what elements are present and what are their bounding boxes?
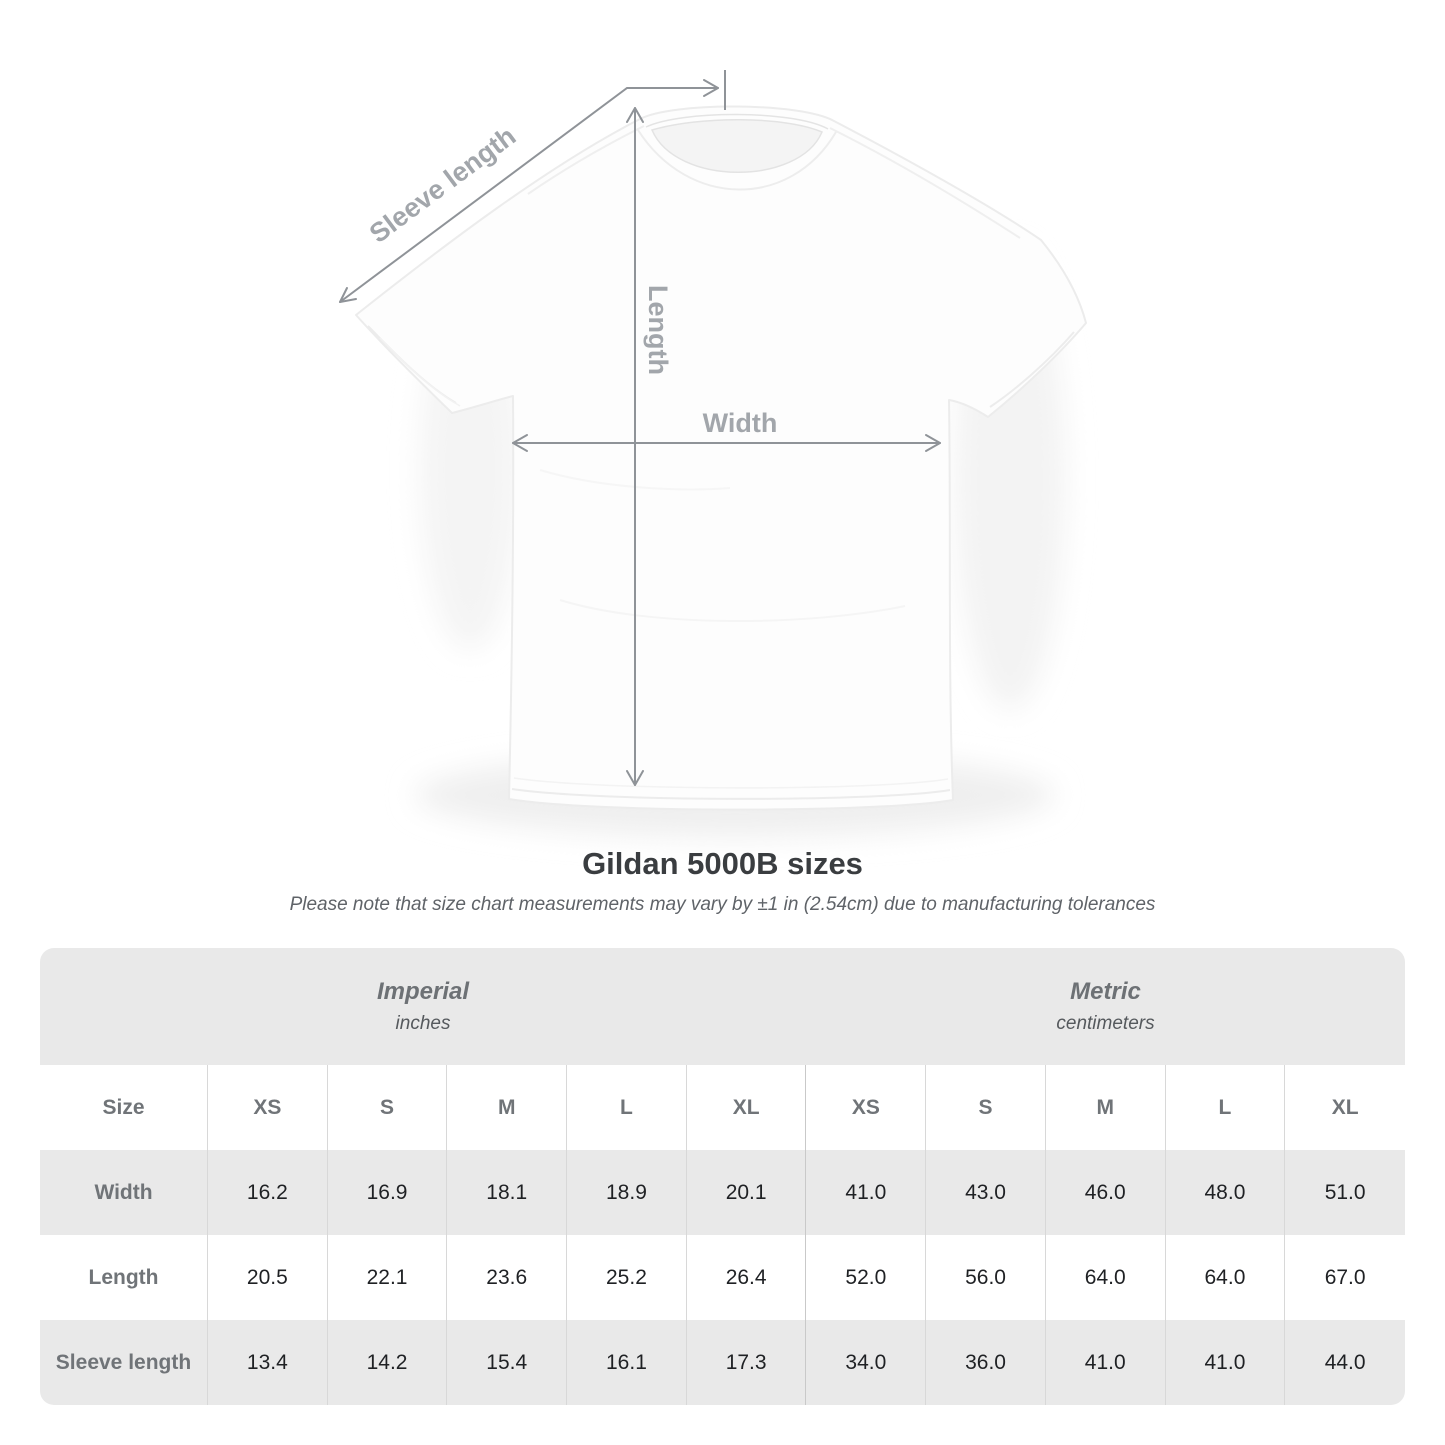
tshirt-graphic <box>355 105 1087 811</box>
table-cell: 56.0 <box>926 1235 1046 1320</box>
table-cell: 16.9 <box>328 1150 448 1235</box>
section-metric: Metric centimeters <box>806 948 1405 1065</box>
size-diagram: Sleeve length Length Width <box>339 70 1087 837</box>
table-cell: 41.0 <box>1046 1320 1166 1405</box>
table-cell: 34.0 <box>806 1320 927 1405</box>
table-cell: 44.0 <box>1324 1350 1366 1374</box>
table-cell: 52.0 <box>806 1235 927 1320</box>
width-label: Width <box>703 408 778 438</box>
section-imperial: Imperial inches <box>40 948 806 1065</box>
table-row-width: Width 16.2 16.9 18.1 18.9 20.1 41.0 43.0… <box>40 1150 1405 1235</box>
table-cell: 46.0 <box>1046 1150 1166 1235</box>
table-cell: 43.0 <box>926 1150 1046 1235</box>
table-cell: 41.0 <box>806 1150 927 1235</box>
table-cell: 20.5 <box>208 1235 328 1320</box>
size-table: Imperial inches Metric centimeters Size … <box>40 948 1405 1405</box>
table-cell: 48.0 <box>1166 1150 1286 1235</box>
col-header-metric-xs: XS <box>806 1065 927 1150</box>
table-row-sleeve-length: Sleeve length 13.4 14.2 15.4 16.1 17.3 3… <box>40 1320 1405 1405</box>
table-cell: 20.1 <box>687 1150 807 1235</box>
table-cell: 41.0 <box>1166 1320 1286 1405</box>
section-metric-label: Metric <box>1070 978 1141 1005</box>
table-cell: 16.1 <box>567 1320 687 1405</box>
col-header-metric-xl: XL <box>1331 1095 1359 1119</box>
col-header-imperial-xl: XL <box>687 1065 807 1150</box>
col-header-metric-l: L <box>1166 1065 1286 1150</box>
page-title: Gildan 5000B sizes <box>582 846 863 881</box>
table-cell: 14.2 <box>328 1320 448 1405</box>
table-row-length: Length 20.5 22.1 23.6 25.2 26.4 52.0 56.… <box>40 1235 1405 1320</box>
sleeve-length-arrow <box>339 79 719 303</box>
table-cell: 25.2 <box>567 1235 687 1320</box>
col-header-imperial-m: M <box>447 1065 568 1150</box>
table-unit-header: Imperial inches Metric centimeters <box>40 948 1405 1065</box>
collar-opening <box>650 119 823 173</box>
width-arrow <box>512 434 941 452</box>
table-cell: 64.0 <box>1166 1235 1286 1320</box>
col-header-metric-s: S <box>926 1065 1046 1150</box>
table-cell: 36.0 <box>926 1320 1046 1405</box>
section-imperial-unit: inches <box>395 1013 451 1034</box>
table-cell: 18.9 <box>567 1150 687 1235</box>
col-header-imperial-s: S <box>328 1065 448 1150</box>
page-subtitle: Please note that size chart measurements… <box>289 894 1156 915</box>
col-header-imperial-l: L <box>567 1065 687 1150</box>
row-label-width: Width <box>40 1150 208 1235</box>
col-header-imperial-xs: XS <box>208 1065 328 1150</box>
table-cell: 17.3 <box>687 1320 807 1405</box>
table-cell: 22.1 <box>328 1235 448 1320</box>
row-label-length: Length <box>40 1235 208 1320</box>
row-label-sleeve-length: Sleeve length <box>40 1320 208 1405</box>
table-cell: 18.1 <box>447 1150 568 1235</box>
table-cell: 26.4 <box>687 1235 807 1320</box>
length-label: Length <box>643 285 673 375</box>
table-cell: 23.6 <box>447 1235 568 1320</box>
col-header-metric-m: M <box>1046 1065 1166 1150</box>
table-cell: 67.0 <box>1324 1265 1366 1289</box>
section-imperial-label: Imperial <box>376 978 470 1005</box>
table-cell: 16.2 <box>208 1150 328 1235</box>
table-cell: 64.0 <box>1046 1235 1166 1320</box>
table-cell: 15.4 <box>447 1320 568 1405</box>
size-header-row: Size XS S M L XL XS S M L XL <box>40 1065 1405 1150</box>
table-cell: 51.0 <box>1324 1180 1366 1204</box>
table-cell: 13.4 <box>208 1320 328 1405</box>
size-header-label: Size <box>40 1065 208 1150</box>
length-arrow <box>626 107 644 786</box>
section-metric-unit: centimeters <box>1056 1013 1155 1034</box>
